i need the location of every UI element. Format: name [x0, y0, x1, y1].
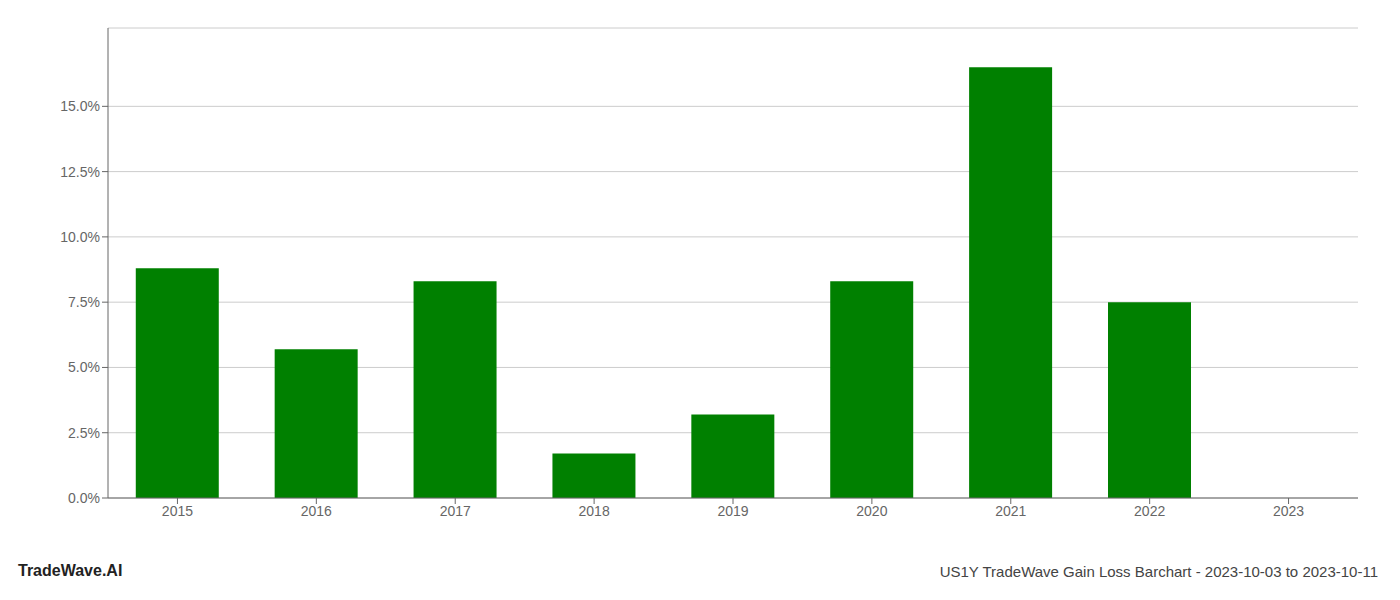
svg-text:2015: 2015 — [162, 503, 193, 519]
svg-text:2021: 2021 — [995, 503, 1026, 519]
svg-text:0.0%: 0.0% — [68, 490, 100, 506]
svg-text:12.5%: 12.5% — [60, 164, 100, 180]
svg-text:5.0%: 5.0% — [68, 359, 100, 375]
html-text:TradeWave.AI: TradeWave.AI — [18, 562, 123, 579]
svg-text:2020: 2020 — [856, 503, 887, 519]
svg-text:7.5%: 7.5% — [68, 294, 100, 310]
svg-text:2017: 2017 — [440, 503, 471, 519]
svg-text:2.5%: 2.5% — [68, 425, 100, 441]
svg-text:2019: 2019 — [717, 503, 748, 519]
svg-text:2023: 2023 — [1273, 503, 1304, 519]
svg-text:2018: 2018 — [579, 503, 610, 519]
svg-text:10.0%: 10.0% — [60, 229, 100, 245]
html-text:US1Y TradeWave Gain Loss Barch: US1Y TradeWave Gain Loss Barchart - 2023… — [939, 563, 1378, 580]
svg-text:15.0%: 15.0% — [60, 98, 100, 114]
svg-text:2016: 2016 — [301, 503, 332, 519]
svg-text:2022: 2022 — [1134, 503, 1165, 519]
